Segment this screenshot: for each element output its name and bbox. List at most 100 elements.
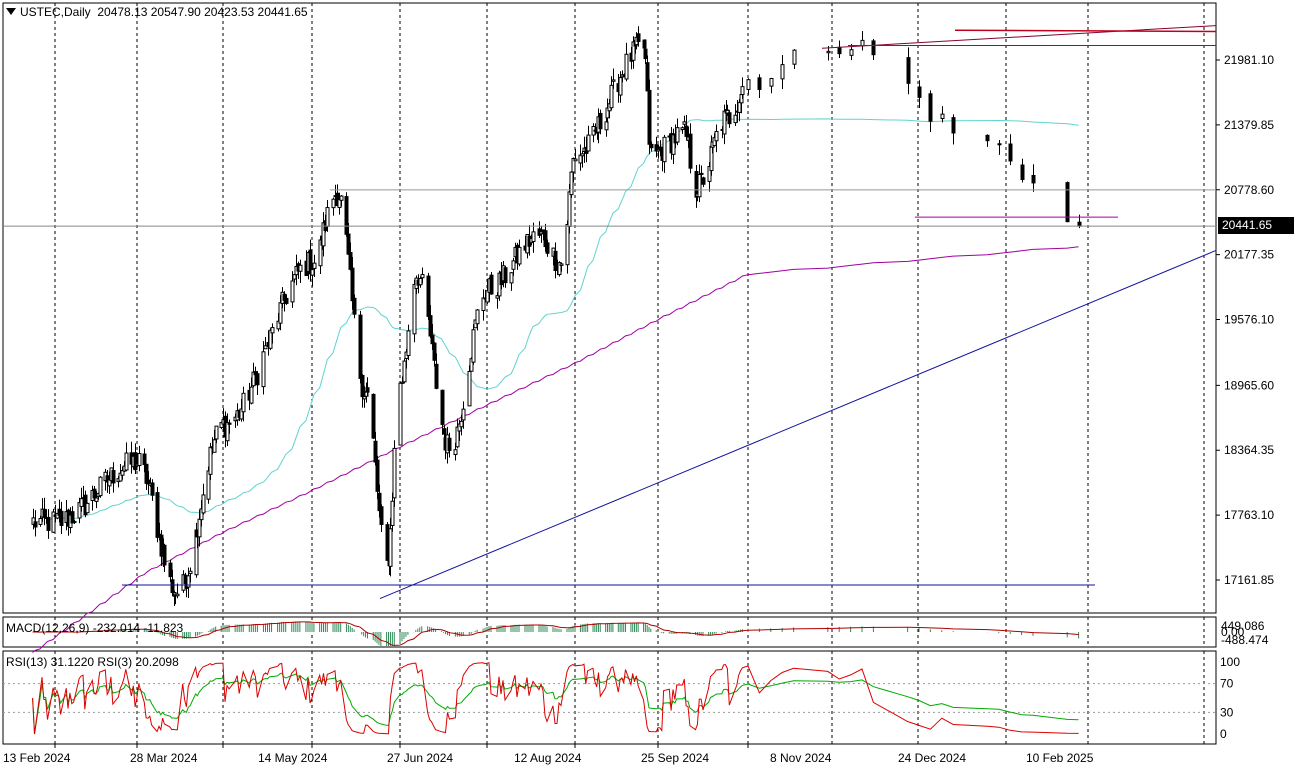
candle-bear bbox=[647, 89, 652, 145]
candle-bear bbox=[344, 196, 349, 235]
candle-bull bbox=[624, 53, 629, 80]
candle-bull bbox=[362, 396, 367, 400]
date-tick-label: 28 Mar 2024 bbox=[130, 751, 198, 765]
candle-bear bbox=[42, 508, 47, 518]
candle-bear bbox=[1020, 164, 1025, 180]
candle-bull bbox=[98, 476, 103, 497]
candle-bull bbox=[85, 502, 90, 514]
macd-axis-label: 0.00 bbox=[1221, 625, 1245, 639]
candle-bear bbox=[757, 77, 762, 90]
rsi-axis-label: 70 bbox=[1220, 677, 1234, 691]
candle-bull bbox=[137, 453, 142, 466]
candle-bear bbox=[1077, 221, 1082, 227]
candle-bull bbox=[604, 121, 609, 131]
candle-bull bbox=[475, 309, 480, 325]
candle-bull bbox=[567, 191, 572, 227]
candle-bull bbox=[398, 382, 403, 446]
candle-bull bbox=[208, 446, 213, 475]
candle-bear bbox=[360, 374, 365, 398]
rsi-slow-line bbox=[32, 672, 1079, 735]
price-tick-label: 19576.10 bbox=[1224, 313, 1274, 327]
candle-bull bbox=[662, 136, 667, 163]
rsi-axis-label: 0 bbox=[1220, 727, 1227, 741]
candle-bear bbox=[684, 125, 689, 137]
candle-bull bbox=[517, 246, 522, 265]
resistance-line bbox=[954, 29, 1217, 33]
rsi-header: RSI(13) 31.1220 RSI(3) 20.2098 bbox=[6, 655, 179, 669]
candle-bear bbox=[434, 363, 439, 389]
candle-bull bbox=[714, 130, 719, 142]
price-tick-label: 21379.85 bbox=[1224, 118, 1274, 132]
price-tick-label: 17161.85 bbox=[1224, 573, 1274, 587]
candle-bull bbox=[339, 195, 344, 201]
candle-bull bbox=[618, 77, 623, 96]
candle-bull bbox=[481, 297, 486, 312]
candle-bull bbox=[290, 280, 295, 303]
axes: 21981.10 21379.85 20778.60 20177.35 19576.10… bbox=[3, 53, 1274, 765]
collapse-triangle-icon[interactable] bbox=[6, 8, 16, 15]
candle-bull bbox=[680, 127, 685, 130]
candle-bear bbox=[1008, 143, 1013, 162]
candle-bull bbox=[337, 199, 342, 209]
candle-bull bbox=[214, 425, 219, 440]
candle-bull bbox=[860, 39, 865, 47]
candle-bear bbox=[133, 452, 138, 471]
candle-bear bbox=[373, 440, 378, 463]
symbol-header[interactable]: USTEC,Daily 20478.13 20547.90 20423.53 2… bbox=[6, 5, 308, 19]
candle-bull bbox=[197, 518, 202, 538]
candle-bull bbox=[461, 408, 466, 421]
candle-bear bbox=[906, 57, 911, 84]
candle-bull bbox=[569, 171, 574, 196]
candle-bear bbox=[168, 562, 173, 578]
candle-bull bbox=[420, 274, 425, 279]
date-tick-label: 25 Sep 2024 bbox=[641, 751, 709, 765]
candle-bull bbox=[467, 371, 472, 407]
candle-bull bbox=[325, 207, 330, 227]
candle-bull bbox=[278, 302, 283, 324]
date-tick-label: 12 Aug 2024 bbox=[514, 751, 582, 765]
candle-bull bbox=[312, 262, 317, 269]
candle-bear bbox=[432, 342, 437, 361]
candle-bull bbox=[298, 264, 303, 272]
candle-bull bbox=[573, 158, 578, 162]
candle-bull bbox=[826, 50, 831, 54]
candle-bull bbox=[38, 518, 43, 525]
candle-bull bbox=[412, 283, 417, 335]
ascending-trendline bbox=[379, 249, 1217, 600]
candles[interactable] bbox=[31, 26, 1082, 607]
candle-bull bbox=[722, 110, 727, 135]
candle-bull bbox=[418, 277, 423, 286]
candle-bear bbox=[658, 146, 663, 151]
symbol-label: USTEC,Daily bbox=[20, 5, 91, 19]
candle-bull bbox=[746, 79, 751, 90]
candle-bear bbox=[503, 267, 508, 284]
candle-bull bbox=[212, 439, 217, 453]
date-tick-label: 14 May 2024 bbox=[258, 751, 328, 765]
price-tick-label: 21981.10 bbox=[1224, 53, 1274, 67]
date-tick-label: 8 Nov 2024 bbox=[770, 751, 832, 765]
candle-bear bbox=[33, 521, 38, 528]
candle-bear bbox=[426, 275, 431, 317]
candle-bull bbox=[124, 452, 129, 471]
drawn-lines[interactable] bbox=[3, 25, 1217, 600]
rsi-axis-label: 100 bbox=[1220, 655, 1240, 669]
candle-bear bbox=[284, 297, 289, 304]
candle-bull bbox=[531, 231, 536, 242]
candle-bear bbox=[111, 470, 116, 484]
price-tick-label: 17763.10 bbox=[1224, 508, 1274, 522]
rsi-panel-frame bbox=[2, 650, 1217, 745]
candle-bear bbox=[997, 143, 1002, 146]
candle-bear bbox=[59, 510, 64, 526]
candle-bull bbox=[206, 470, 211, 500]
candle-bear bbox=[489, 274, 494, 295]
candle-bull bbox=[331, 198, 336, 209]
candle-bear bbox=[917, 86, 922, 98]
candle-bull bbox=[792, 49, 797, 65]
macd-panel-frame bbox=[2, 616, 1217, 648]
candle-bear bbox=[1065, 182, 1070, 223]
candle-bear bbox=[598, 112, 603, 130]
candle-bull bbox=[586, 134, 591, 152]
candle-bull bbox=[733, 114, 738, 124]
macd-axis-label: -488.474 bbox=[1221, 633, 1269, 647]
